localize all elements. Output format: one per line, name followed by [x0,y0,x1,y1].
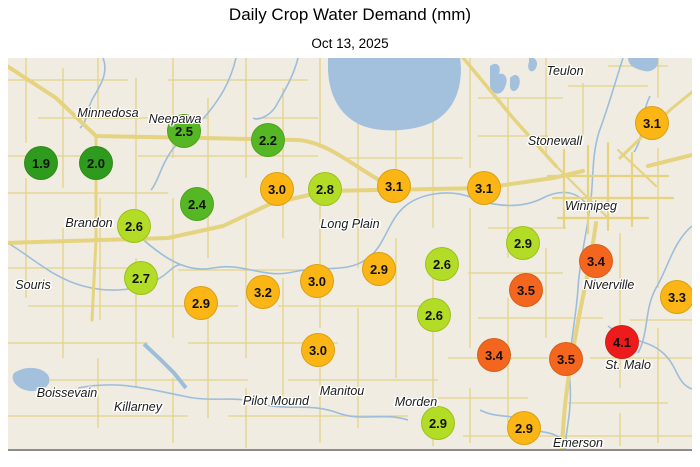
stream-topleft [79,58,106,129]
station-marker: 2.6 [417,298,451,332]
station-marker: 2.6 [117,209,151,243]
city-label: Brandon [65,216,113,230]
figure-date: Oct 13, 2025 [311,36,389,51]
city-label: Emerson [552,436,604,450]
station-marker: 3.5 [509,273,543,307]
lakes [12,58,659,392]
red-river-north [589,58,624,207]
station-marker: 3.2 [246,275,280,309]
station-marker: 2.6 [425,247,459,281]
lake-manitoba [328,58,461,131]
city-label: Souris [15,278,51,292]
city-label: Manitou [319,384,365,398]
shoal-lake-3 [528,58,538,72]
city-label: Winnipeg [564,199,618,213]
station-marker: 2.7 [124,261,158,295]
city-label: Pilot Mound [242,394,310,408]
station-marker: 2.9 [506,226,540,260]
city-label: St. Malo [605,358,651,372]
city-label: Niverville [583,278,635,292]
whitemud-creek [252,58,299,120]
station-marker: 4.1 [605,325,639,359]
station-marker: 2.9 [362,252,396,286]
station-marker: 2.5 [167,114,201,148]
figure-title: Daily Crop Water Demand (mm) [228,5,472,24]
pelican-lake [142,342,188,390]
station-marker: 2.0 [79,146,113,180]
seine-river [637,225,692,354]
city-label: Neepawa [148,112,202,126]
station-marker: 2.9 [184,286,218,320]
city-label: Boissevain [36,386,98,400]
station-marker: 2.4 [180,187,214,221]
hwy-ne-diagonal [618,90,692,160]
city-label: Teulon [546,64,584,78]
station-marker: 3.0 [260,172,294,206]
lake-top-right [628,58,659,72]
shoal-lake-2 [509,74,520,92]
city-label: Long Plain [320,217,380,231]
pembina-river [77,384,409,421]
station-marker: 2.2 [251,123,285,157]
station-marker: 3.4 [477,338,511,372]
station-marker: 3.1 [467,171,501,205]
station-marker: 1.9 [24,146,58,180]
station-marker: 3.3 [660,280,692,314]
city-label: Stonewall [527,134,583,148]
station-marker: 3.0 [301,333,335,367]
winnipeg-street-grid [546,141,675,235]
hwy-nw-diagonal [461,58,558,168]
shoal-lake-1 [490,63,507,94]
station-marker: 2.8 [308,172,342,206]
station-marker: 2.9 [421,406,455,440]
city-label: Killarney [114,400,162,414]
map-stations-layer: 1.9 2.0 2.5 2.2 2.4 2.6 3.0 2.8 3.1 3.1 3.1 2.9 3.4 3… [8,58,692,449]
station-marker: 3.5 [549,342,583,376]
station-marker: 3.1 [635,106,669,140]
hwy-1-past-winnipeg [646,153,692,168]
map-canvas: Minnedosa Neepawa Brandon Long Plain Souris T… [8,58,692,451]
city-label: Minnedosa [77,106,139,120]
rivers [8,58,692,449]
city-label: Morden [394,395,438,409]
map-cities-layer: Minnedosa Neepawa Brandon Long Plain Souris T… [8,58,692,449]
red-river-south [564,205,591,449]
station-marker: 3.4 [579,244,613,278]
assiniboine-river [127,191,589,275]
station-marker: 3.1 [377,169,411,203]
station-marker: 3.0 [300,264,334,298]
lake-southwest [12,367,50,392]
station-marker: 2.9 [507,411,541,445]
souris-river [8,242,181,291]
